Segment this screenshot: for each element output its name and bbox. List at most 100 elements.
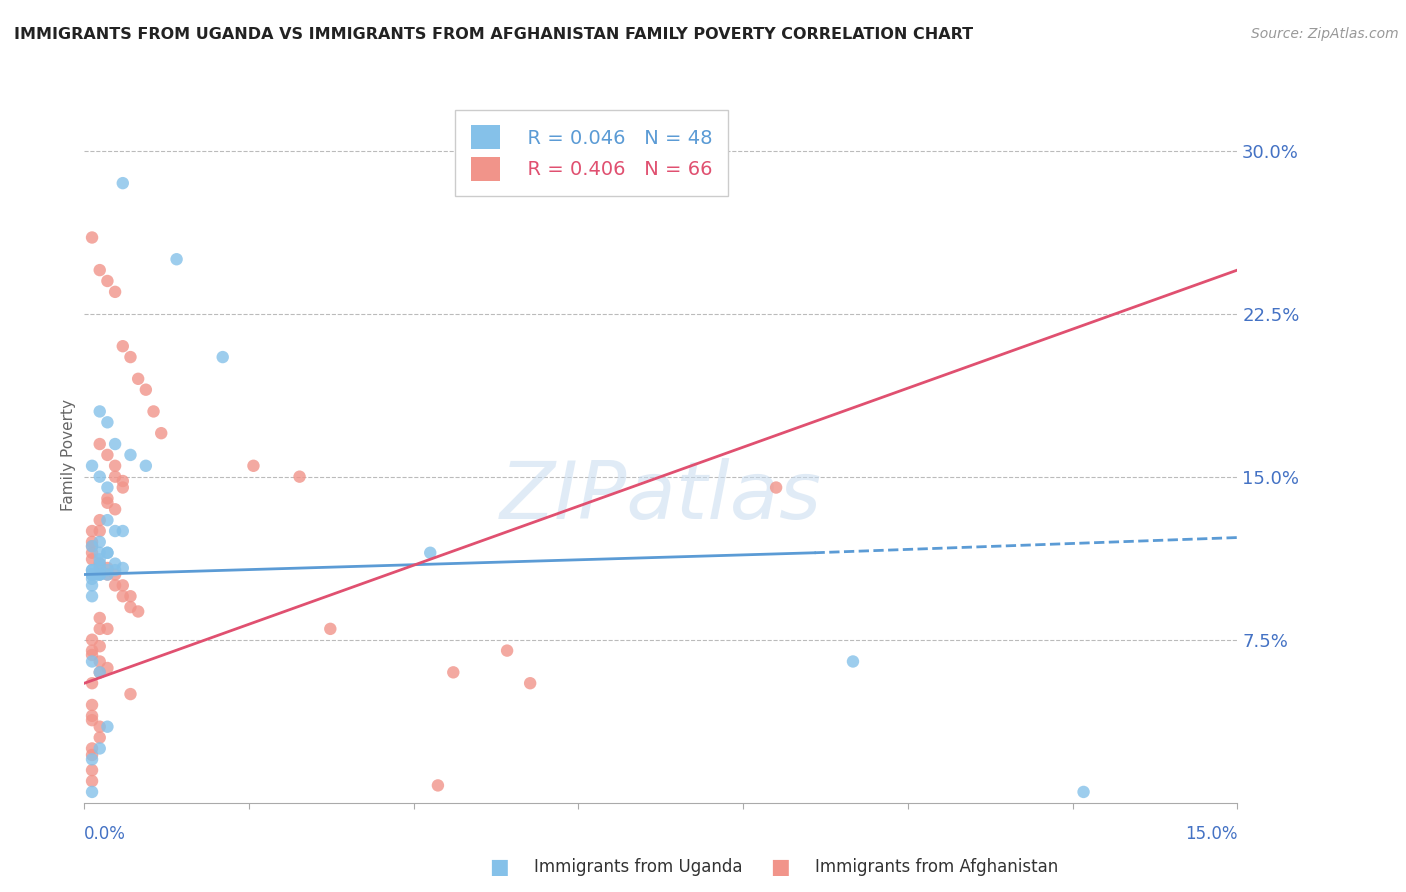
Point xyxy=(80,563,103,577)
Point xyxy=(127,372,149,386)
Point xyxy=(104,502,127,516)
Text: IMMIGRANTS FROM UGANDA VS IMMIGRANTS FROM AFGHANISTAN FAMILY POVERTY CORRELATION: IMMIGRANTS FROM UGANDA VS IMMIGRANTS FRO… xyxy=(14,27,973,42)
Point xyxy=(96,661,118,675)
Point xyxy=(319,622,342,636)
Point xyxy=(89,513,111,527)
Point xyxy=(80,589,103,603)
Point xyxy=(80,567,103,582)
Point xyxy=(96,274,118,288)
Point xyxy=(80,230,103,244)
Legend:   R = 0.046   N = 48,   R = 0.406   N = 66: R = 0.046 N = 48, R = 0.406 N = 66 xyxy=(456,110,728,196)
Point xyxy=(96,415,118,429)
Point xyxy=(441,665,464,680)
Point xyxy=(96,481,118,495)
Point xyxy=(120,350,142,364)
Point xyxy=(166,252,188,267)
Point xyxy=(80,708,103,723)
Point xyxy=(89,665,111,680)
Point xyxy=(96,546,118,560)
Point xyxy=(89,622,111,636)
Point xyxy=(89,535,111,549)
Text: ZIPatlas: ZIPatlas xyxy=(499,458,823,536)
Point xyxy=(96,561,118,575)
Point xyxy=(127,605,149,619)
Point xyxy=(80,546,103,560)
Point xyxy=(89,655,111,669)
Point xyxy=(89,665,111,680)
Point xyxy=(80,539,103,553)
Point xyxy=(111,481,134,495)
Point xyxy=(80,676,103,690)
Point xyxy=(89,263,111,277)
Point xyxy=(80,752,103,766)
Point xyxy=(120,448,142,462)
Point xyxy=(96,491,118,506)
Point xyxy=(80,741,103,756)
Point xyxy=(104,285,127,299)
Point xyxy=(89,731,111,745)
Point xyxy=(80,552,103,566)
Point xyxy=(89,404,111,418)
Point xyxy=(96,513,118,527)
Point xyxy=(89,469,111,483)
Point xyxy=(496,643,519,657)
Point xyxy=(80,747,103,762)
Point xyxy=(104,578,127,592)
Point xyxy=(80,567,103,582)
Point xyxy=(80,774,103,789)
Point xyxy=(288,469,311,483)
Point xyxy=(89,524,111,538)
Text: Source: ZipAtlas.com: Source: ZipAtlas.com xyxy=(1251,27,1399,41)
Y-axis label: Family Poverty: Family Poverty xyxy=(60,399,76,511)
Point xyxy=(89,561,111,575)
Point xyxy=(135,458,157,473)
Point xyxy=(80,643,103,657)
Point xyxy=(150,426,173,441)
Point xyxy=(104,524,127,538)
Point xyxy=(96,448,118,462)
Point xyxy=(89,552,111,566)
Point xyxy=(142,404,165,418)
Point xyxy=(89,437,111,451)
Point xyxy=(242,458,264,473)
Point xyxy=(104,563,127,577)
Point xyxy=(111,578,134,592)
Point xyxy=(80,578,103,592)
Point xyxy=(104,458,127,473)
Point xyxy=(80,567,103,582)
Point xyxy=(96,546,118,560)
Point xyxy=(89,567,111,582)
Point xyxy=(96,567,118,582)
Point xyxy=(111,589,134,603)
Point xyxy=(80,572,103,586)
Text: 15.0%: 15.0% xyxy=(1185,825,1237,843)
Point xyxy=(89,720,111,734)
Point xyxy=(80,567,103,582)
Point xyxy=(135,383,157,397)
Point xyxy=(211,350,233,364)
Point xyxy=(80,524,103,538)
Point xyxy=(96,567,118,582)
Point xyxy=(80,648,103,662)
Point xyxy=(89,567,111,582)
Point xyxy=(89,557,111,571)
Point xyxy=(104,437,127,451)
Point xyxy=(80,698,103,712)
Point xyxy=(80,763,103,777)
Point xyxy=(426,778,449,792)
Point xyxy=(80,563,103,577)
Point xyxy=(96,496,118,510)
Text: Immigrants from Uganda: Immigrants from Uganda xyxy=(534,858,742,876)
Point xyxy=(80,655,103,669)
Point xyxy=(120,600,142,615)
Point xyxy=(80,535,103,549)
Point xyxy=(89,639,111,653)
Point xyxy=(1073,785,1095,799)
Point xyxy=(89,546,111,560)
Text: ■: ■ xyxy=(489,857,509,877)
Point xyxy=(419,546,441,560)
Point xyxy=(104,567,127,582)
Point xyxy=(96,563,118,577)
Point xyxy=(96,720,118,734)
Point xyxy=(120,687,142,701)
